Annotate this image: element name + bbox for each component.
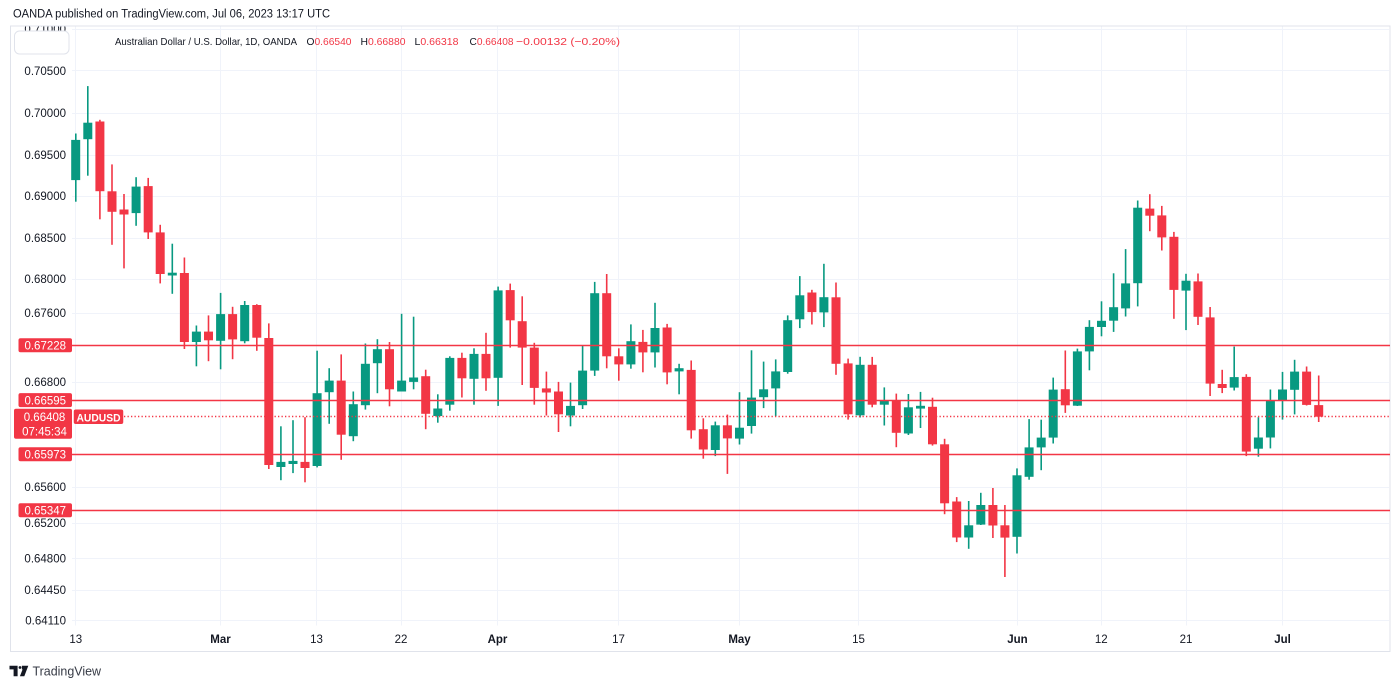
svg-text:C0.66408: C0.66408 (470, 36, 514, 48)
svg-text:17: 17 (612, 634, 625, 646)
svg-text:TradingView: TradingView (33, 663, 102, 678)
svg-text:O0.66540: O0.66540 (307, 36, 352, 48)
svg-text:0.65347: 0.65347 (24, 505, 66, 517)
svg-text:22: 22 (395, 634, 408, 646)
svg-text:0.69500: 0.69500 (24, 150, 66, 162)
svg-text:May: May (728, 634, 751, 646)
svg-text:0.71000: 0.71000 (24, 24, 66, 36)
svg-text:AUDUSD: AUDUSD (77, 412, 121, 424)
svg-text:0.68000: 0.68000 (24, 274, 66, 286)
svg-text:0.65200: 0.65200 (24, 518, 66, 530)
svg-text:0.66408: 0.66408 (24, 412, 66, 424)
svg-text:0.65600: 0.65600 (24, 482, 66, 494)
svg-text:13: 13 (69, 634, 82, 646)
svg-text:15: 15 (852, 634, 865, 646)
svg-text:0.65973: 0.65973 (24, 450, 66, 462)
svg-text:0.67228: 0.67228 (24, 341, 66, 353)
svg-text:13: 13 (310, 634, 323, 646)
svg-text:0.67600: 0.67600 (24, 308, 66, 320)
svg-text:L0.66318: L0.66318 (415, 36, 459, 48)
svg-text:OANDA published on TradingView: OANDA published on TradingView.com, Jul … (13, 9, 330, 21)
svg-text:−0.00132 (−0.20%): −0.00132 (−0.20%) (516, 36, 620, 48)
svg-text:0.64800: 0.64800 (24, 554, 66, 566)
svg-text:0.66800: 0.66800 (24, 377, 66, 389)
svg-text:Apr: Apr (488, 634, 508, 646)
svg-text:21: 21 (1180, 634, 1193, 646)
svg-text:0.68500: 0.68500 (24, 233, 66, 245)
svg-text:0.69000: 0.69000 (24, 191, 66, 203)
svg-text:12: 12 (1095, 634, 1108, 646)
svg-text:07:45:34: 07:45:34 (22, 427, 67, 439)
svg-text:0.64110: 0.64110 (25, 616, 66, 628)
svg-text:Jun: Jun (1007, 634, 1027, 646)
svg-text:0.64450: 0.64450 (24, 585, 66, 597)
svg-text:H0.66880: H0.66880 (361, 36, 406, 48)
svg-text:0.66595: 0.66595 (24, 395, 66, 407)
svg-text:0.70500: 0.70500 (24, 66, 66, 78)
svg-text:Australian Dollar / U.S. Dolla: Australian Dollar / U.S. Dollar, 1D, OAN… (115, 36, 297, 48)
svg-text:Mar: Mar (210, 634, 231, 646)
svg-text:0.70000: 0.70000 (24, 108, 66, 120)
svg-text:Jul: Jul (1274, 634, 1291, 646)
